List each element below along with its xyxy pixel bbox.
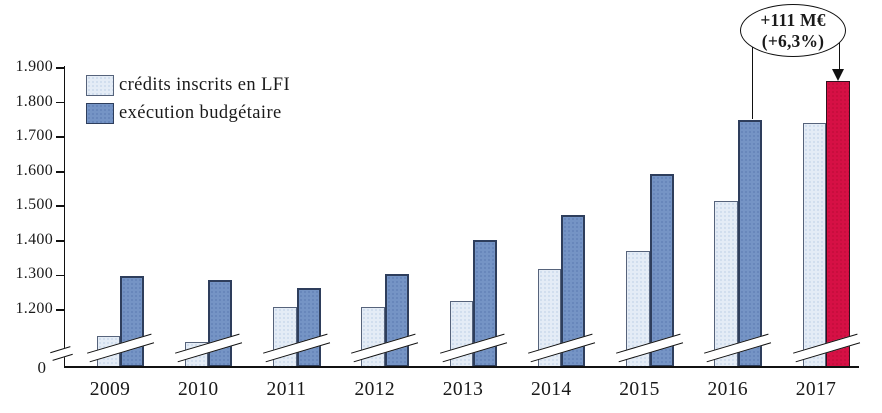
category-label-2009: 2009 — [89, 379, 131, 400]
y-axis-zero-label: 0 — [37, 358, 47, 377]
legend-swatch-execution-icon — [86, 102, 114, 124]
bar-2016-execution — [737, 119, 762, 367]
y-tick-label-1300: 1.300 — [15, 265, 53, 283]
legend-item-lfi: crédits inscrits en LFI — [86, 73, 290, 97]
bar-2011-execution — [296, 287, 321, 367]
y-tick-label-1200: 1.200 — [15, 300, 53, 317]
y-axis-line — [63, 66, 66, 367]
y-tick-1500 — [56, 205, 65, 208]
category-label-2016: 2016 — [707, 379, 749, 400]
legend-label-lfi: crédits inscrits en LFI — [119, 74, 291, 95]
y-tick-1300 — [56, 274, 65, 277]
bar-2012-execution — [384, 274, 409, 367]
category-label-2013: 2013 — [442, 379, 484, 400]
category-label-2011: 2011 — [266, 379, 307, 400]
category-label-2010: 2010 — [177, 379, 219, 400]
legend-item-execution: exécution budgétaire — [86, 101, 290, 125]
y-tick-label-1600: 1.600 — [15, 161, 53, 179]
bar-2009-execution — [120, 276, 144, 367]
y-tick-1900 — [56, 67, 65, 69]
annotation-arrow-head-icon — [832, 69, 845, 81]
y-tick-1800 — [56, 101, 65, 104]
y-axis-break-mark — [50, 346, 73, 361]
bar-2014-lfi — [537, 269, 562, 367]
y-tick-label-1500: 1.500 — [15, 196, 53, 214]
y-tick-label-1800: 1.800 — [15, 92, 53, 110]
bar-2015-execution — [649, 174, 674, 367]
bar-2010-execution — [208, 279, 233, 367]
category-label-2015: 2015 — [619, 379, 660, 400]
annotation-line2: (+6,3%) — [761, 31, 825, 51]
y-tick-1700 — [56, 136, 65, 138]
category-label-2017: 2017 — [795, 379, 837, 400]
annotation-arrow-line — [838, 40, 841, 71]
bar-2017-execution — [826, 81, 850, 367]
y-tick-label-1900: 1.900 — [15, 58, 53, 75]
y-tick-1400 — [56, 240, 65, 242]
annotation-callout: +111 M€ (+6,3%) — [740, 4, 846, 57]
bar-2016-lfi — [714, 201, 738, 367]
y-tick-label-1400: 1.400 — [15, 230, 53, 248]
legend: crédits inscrits en LFI exécution budgét… — [86, 73, 290, 129]
category-label-2014: 2014 — [530, 379, 572, 400]
annotation-connector-line — [751, 40, 753, 119]
y-tick-label-1700: 1.700 — [15, 127, 53, 145]
legend-label-execution: exécution budgétaire — [119, 102, 282, 123]
y-tick-1200 — [56, 309, 65, 311]
legend-swatch-lfi-icon — [86, 74, 114, 96]
y-tick-1600 — [56, 170, 65, 173]
annotation-line1: +111 M€ — [760, 10, 826, 30]
x-axis-line — [63, 366, 859, 369]
category-label-2012: 2012 — [354, 379, 396, 400]
bar-2015-lfi — [626, 251, 650, 367]
bar-2017-lfi — [802, 122, 826, 367]
